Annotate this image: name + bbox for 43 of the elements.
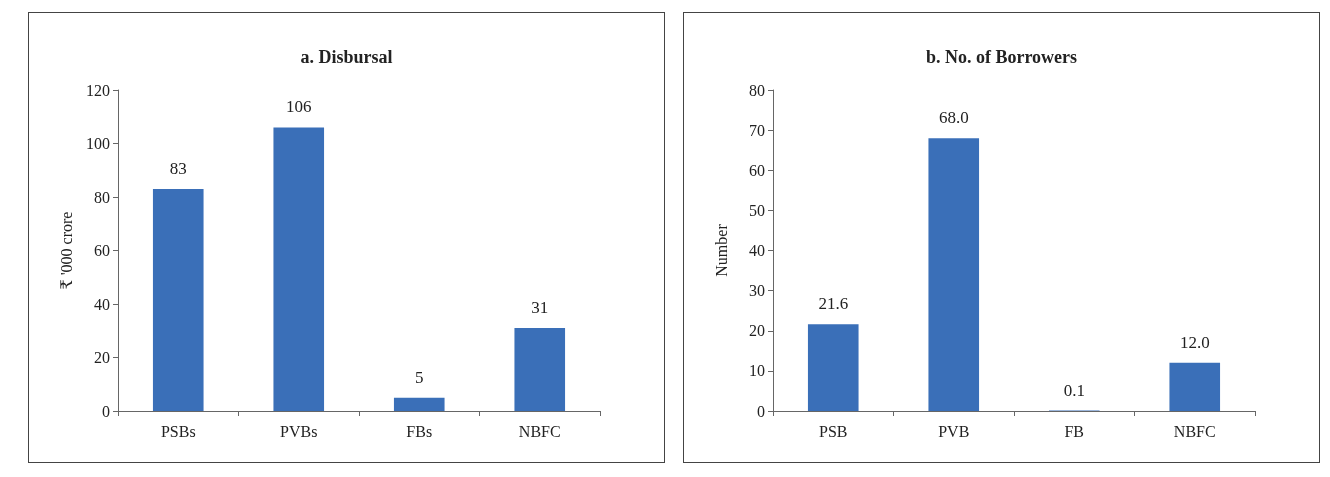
data-label: 68.0 <box>938 108 969 128</box>
y-axis-title: ₹ '000 crore <box>57 211 75 290</box>
data-label: 12.0 <box>1179 332 1210 352</box>
bar <box>1169 362 1221 411</box>
bar <box>807 324 859 411</box>
y-tick-label: 100 <box>86 135 110 152</box>
y-tick-label: 40 <box>749 242 765 259</box>
bar <box>514 328 566 411</box>
y-axis-title: Number <box>712 223 730 277</box>
data-label: 5 <box>415 367 424 387</box>
y-tick-label: 20 <box>749 322 765 340</box>
data-label: 83 <box>169 158 187 178</box>
y-tick-label: 0 <box>102 402 110 420</box>
x-tick-label: PSBs <box>160 422 196 440</box>
y-tick-label: 10 <box>749 362 765 380</box>
x-tick-label: NBFC <box>1173 422 1216 440</box>
y-tick-label: 60 <box>749 161 765 179</box>
x-tick-label: NBFC <box>518 422 561 440</box>
y-tick-label: 80 <box>749 81 765 99</box>
y-tick-label: 40 <box>94 295 110 313</box>
y-tick-label: 50 <box>749 201 765 219</box>
y-tick-label: 0 <box>757 402 765 420</box>
bar <box>393 397 445 411</box>
bar <box>928 138 980 411</box>
bar <box>152 188 204 411</box>
y-tick-label: 70 <box>749 121 765 139</box>
data-label: 106 <box>286 97 312 117</box>
y-tick-label: 20 <box>94 349 110 366</box>
x-tick-label: FB <box>1064 422 1085 440</box>
x-tick-label: FBs <box>406 422 433 440</box>
data-label: 0.1 <box>1063 380 1085 400</box>
x-tick-label: PSB <box>819 422 848 440</box>
data-label: 31 <box>531 298 549 318</box>
y-tick-label: 60 <box>94 242 110 259</box>
y-tick-label: 120 <box>86 81 110 99</box>
y-tick-label: 80 <box>94 188 110 206</box>
chart-title: b. No. of Borrowers <box>925 47 1078 67</box>
data-label: 21.6 <box>818 294 849 314</box>
x-tick-label: PVBs <box>280 422 318 440</box>
bar <box>273 127 325 411</box>
x-tick-label: PVB <box>938 422 970 440</box>
y-tick-label: 30 <box>749 282 765 300</box>
chart-title: a. Disbursal <box>300 47 393 67</box>
